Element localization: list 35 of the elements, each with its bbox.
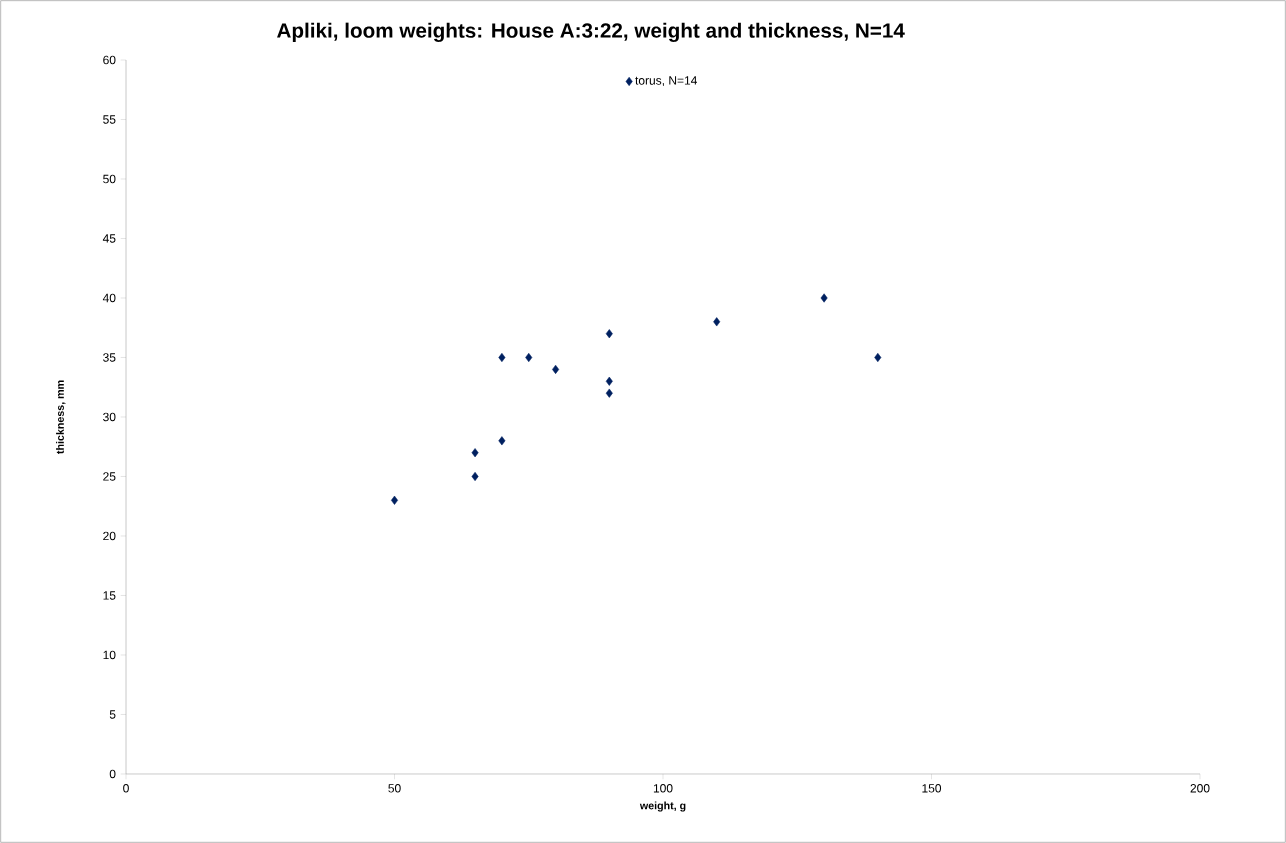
point [605,388,613,398]
y-tick-label: 10 [103,650,116,660]
x-tick-label: 100 [653,784,673,793]
chart-title: Apliki, loom weights: House A:3:22, weight and thickness, N=14 [277,22,905,42]
point [525,352,533,363]
y-tick-label: 30 [103,412,116,422]
y-tick-label: 15 [103,591,116,600]
point [498,436,506,446]
x-tick-label: 150 [922,784,942,793]
point [820,293,828,303]
point [391,495,398,505]
y-tick-label: 55 [103,115,116,124]
y-tick-label: 25 [103,472,116,481]
point [552,364,560,374]
point [471,471,479,482]
point [498,352,506,363]
point [713,317,721,327]
y-tick-label: 45 [102,234,116,243]
point [471,448,479,458]
y-tick-label: 0 [109,769,116,779]
x-tick-label: 50 [388,784,401,793]
y-tick-label: 35 [103,353,116,362]
y-tick-label: 40 [102,293,116,303]
x-tick-label: 200 [1190,784,1210,793]
point [874,352,882,363]
point [605,329,613,339]
x-axis-title: weight, g [639,801,686,812]
y-axis-title: thickness, mm [56,380,66,454]
y-tick-label: 20 [103,531,116,541]
y-tick-label: 5 [109,710,116,719]
y-tick-label: 50 [103,174,116,184]
legend-label: torus, N=14 [635,76,698,87]
point [605,376,613,386]
y-tick-label: 60 [103,55,116,65]
x-tick-label: 0 [123,784,129,793]
